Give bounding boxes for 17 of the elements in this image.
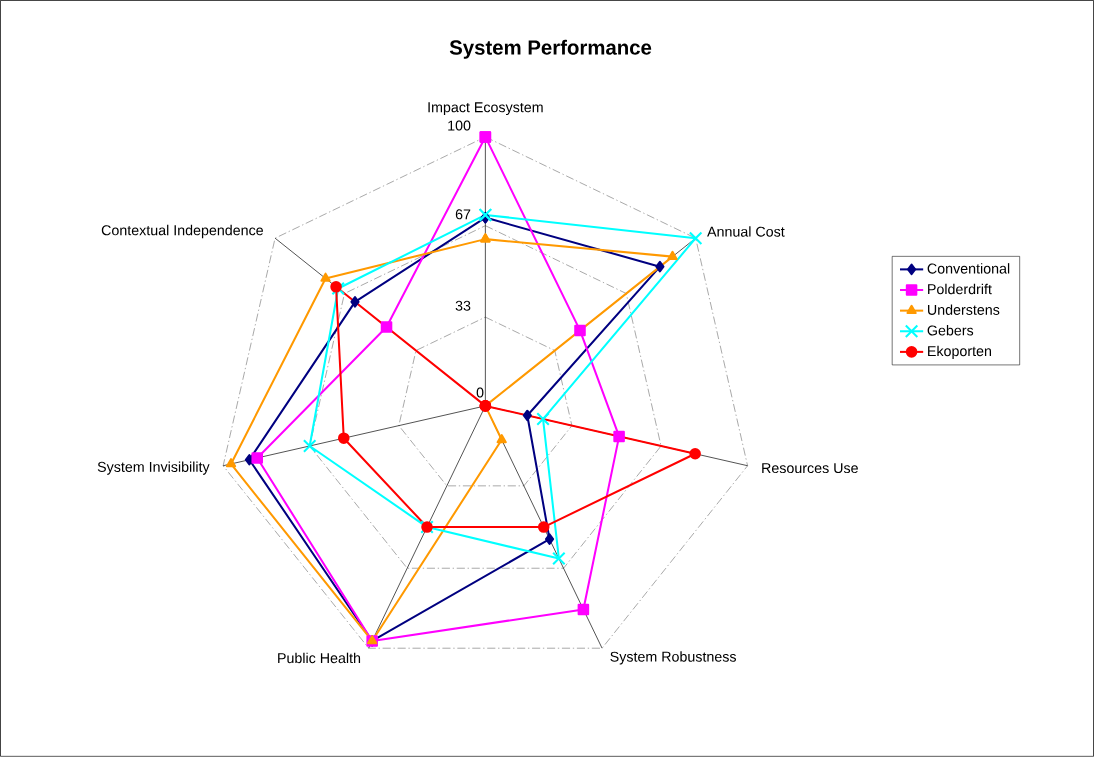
spoke-label: Annual Cost — [707, 226, 785, 237]
spoke-label: System Robustness — [610, 651, 737, 665]
y-tick-label: 0 — [476, 387, 484, 398]
y-tick-label: 33 — [455, 300, 471, 311]
legend-label: Conventional — [927, 263, 1010, 274]
legend-label: Gebers — [927, 325, 974, 336]
legend-label: Ekoporten — [928, 345, 992, 360]
spoke-label: System Invisibility — [97, 461, 210, 475]
y-tick-label: 67 — [455, 209, 471, 220]
spoke-label: Public Health — [278, 652, 361, 664]
legend-label: Understens — [928, 304, 1000, 315]
chart-title: System Performance — [449, 39, 652, 59]
legend-label: Polderdrift — [928, 283, 992, 295]
spoke-label: Impact Ecosystem — [428, 102, 543, 116]
y-tick-label: 100 — [448, 120, 471, 131]
spoke-label: Contextual Independence — [101, 224, 263, 239]
spoke-label: Resources Use — [762, 463, 858, 474]
